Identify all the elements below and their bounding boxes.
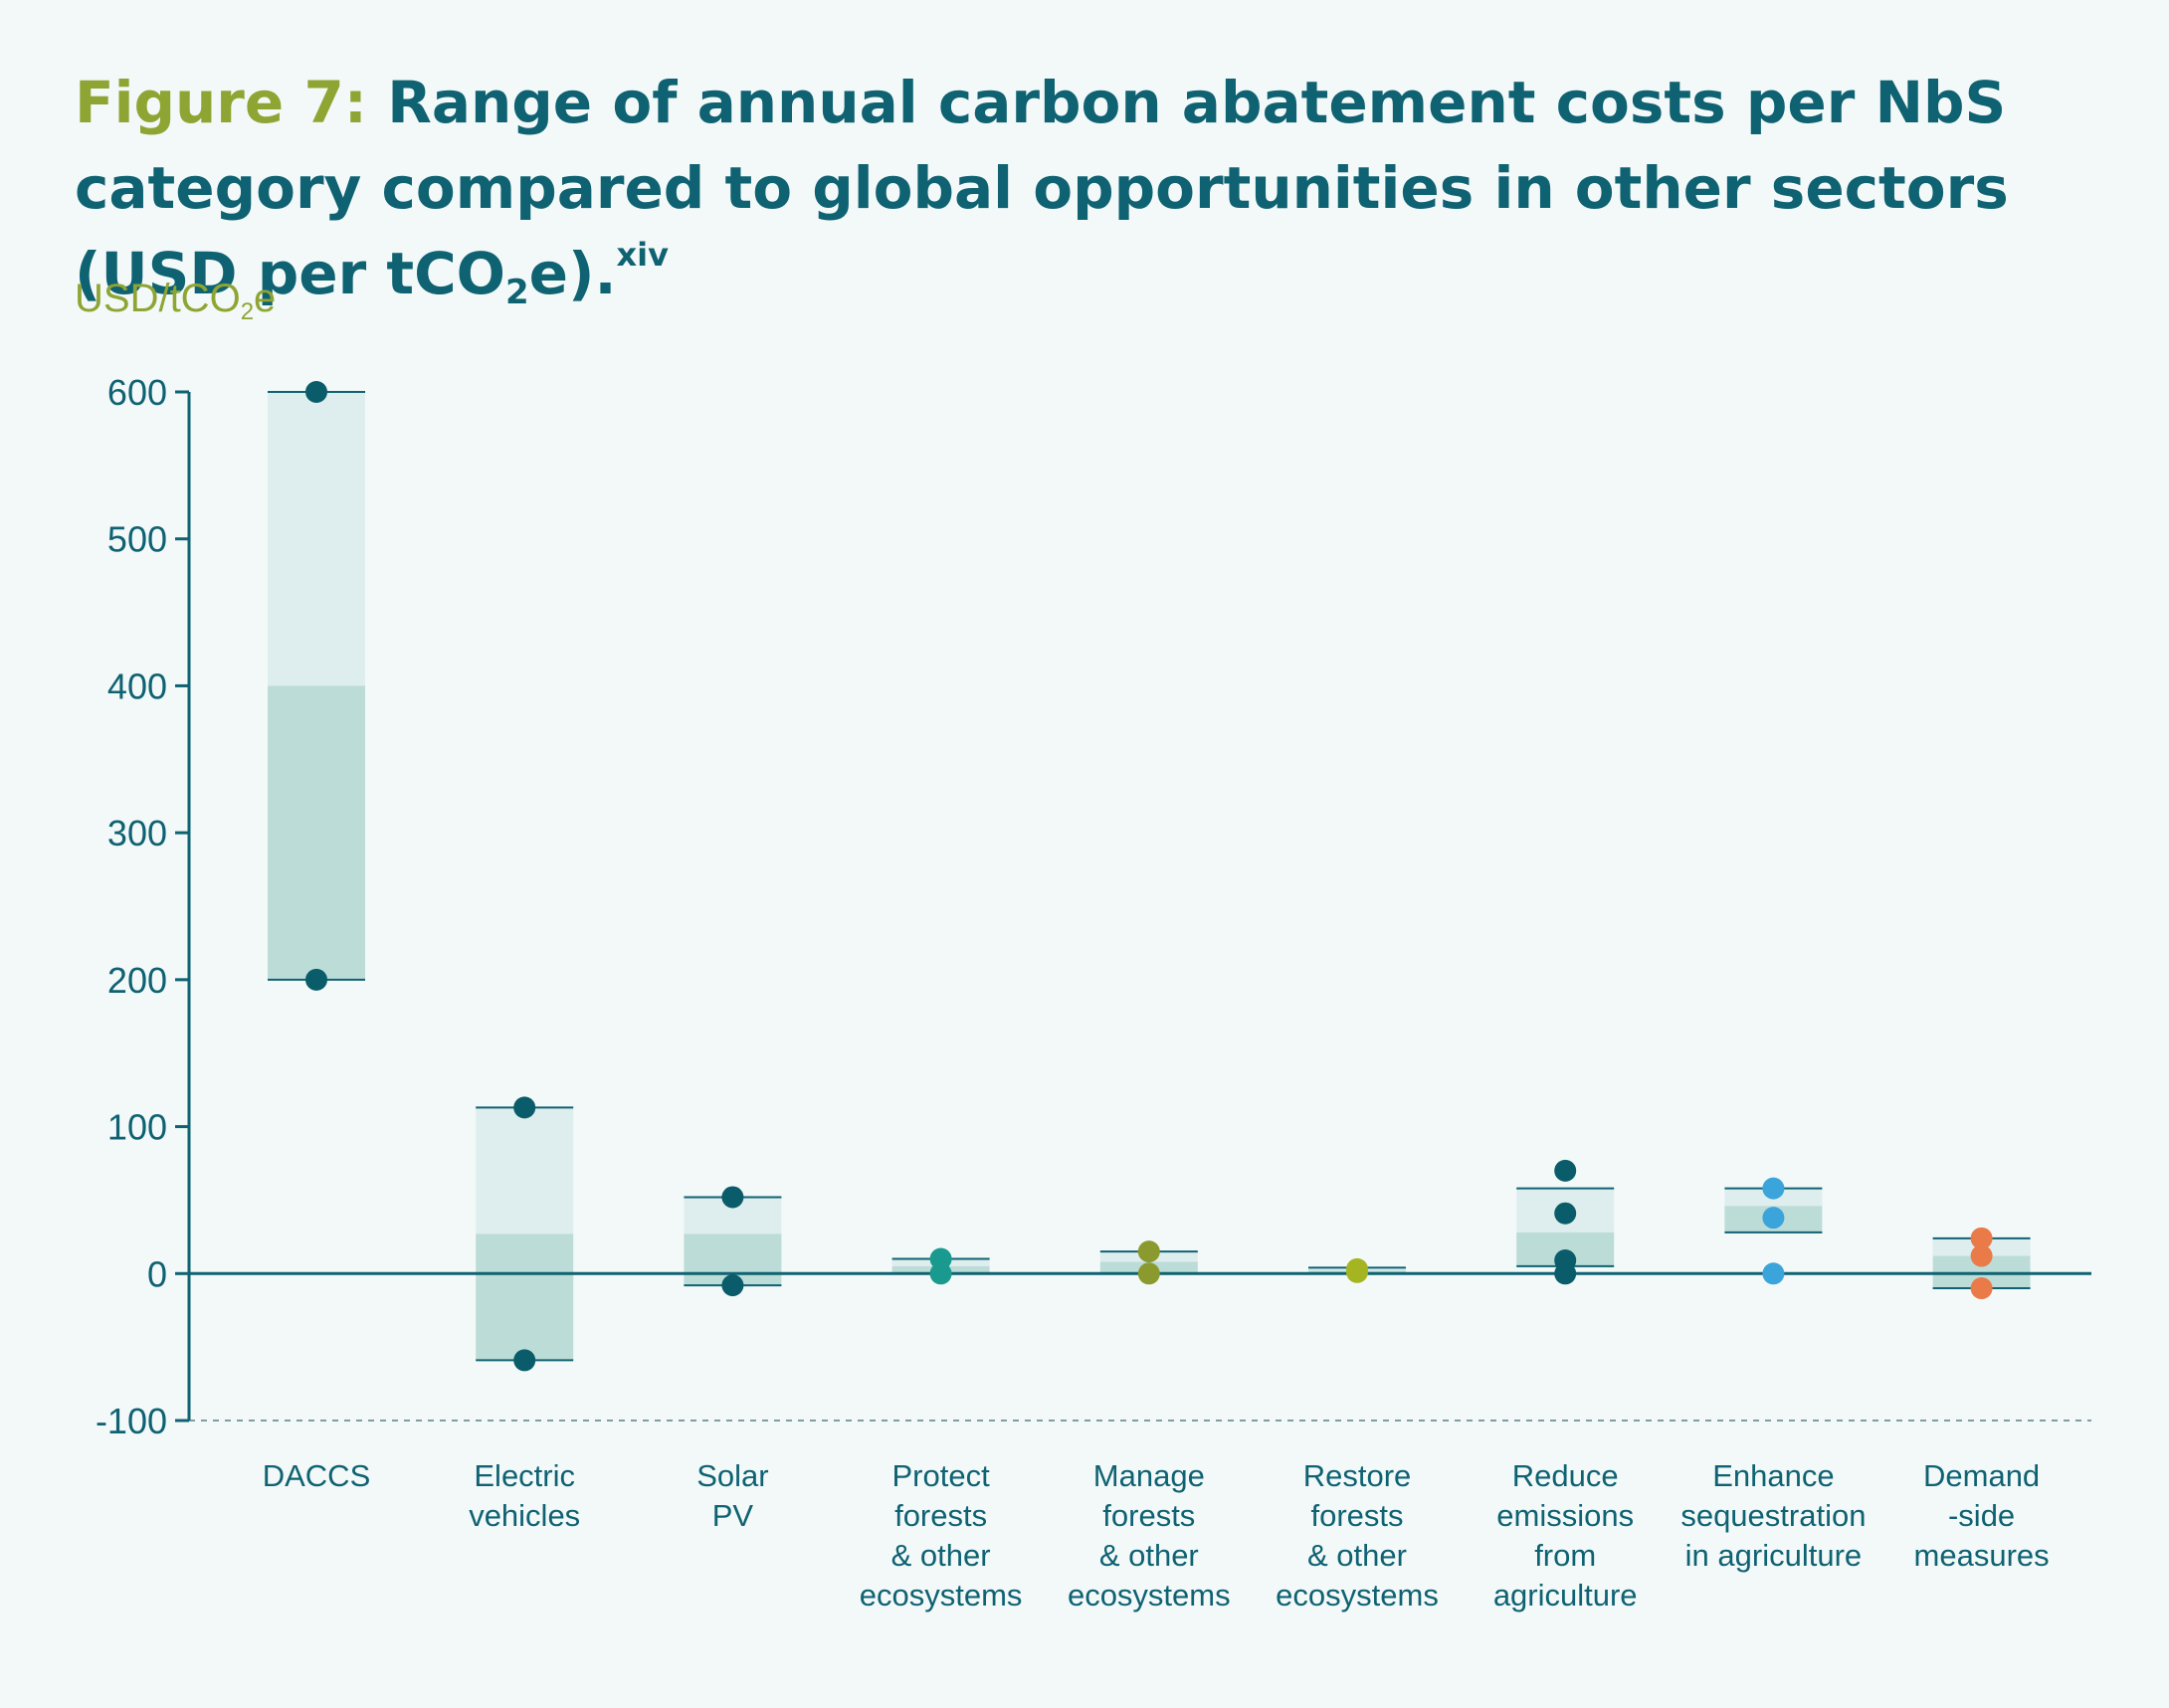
y-tick-label: 300 — [107, 813, 167, 854]
category-label: Solar — [696, 1458, 768, 1493]
data-point — [1554, 1262, 1577, 1285]
y-tick-label: -100 — [96, 1401, 167, 1441]
category-label: & other — [1099, 1538, 1199, 1573]
unit-main: USD/tCO — [75, 277, 241, 320]
data-point — [929, 1262, 952, 1285]
data-point — [1970, 1227, 1993, 1249]
category-label: Reduce — [1512, 1458, 1619, 1493]
category-label: Demand — [1923, 1458, 2040, 1493]
category-label: & other — [1307, 1538, 1407, 1573]
category-label: from — [1534, 1538, 1596, 1573]
title-subscript: 2 — [504, 273, 529, 312]
data-point — [305, 381, 327, 403]
category-label: PV — [712, 1498, 754, 1533]
chart-title: Figure 7: Range of annual carbon abateme… — [75, 60, 2124, 316]
range-band-lower — [268, 685, 365, 980]
data-point — [305, 968, 327, 991]
y-tick-label: 600 — [107, 372, 167, 413]
data-point — [1554, 1202, 1577, 1225]
data-point — [1970, 1244, 1993, 1267]
category-label: Manage — [1093, 1458, 1205, 1493]
data-point — [1346, 1260, 1368, 1283]
category-label: DACCS — [263, 1458, 371, 1493]
y-tick-label: 0 — [147, 1253, 167, 1294]
category-label: ecosystems — [860, 1578, 1023, 1613]
data-point — [1762, 1262, 1785, 1285]
title-tail: e). — [528, 240, 617, 307]
y-tick-label: 200 — [107, 960, 167, 1001]
category-label: forests — [1102, 1498, 1195, 1533]
category-label: Restore — [1303, 1458, 1412, 1493]
unit-subscript: 2 — [240, 298, 255, 325]
data-point — [513, 1349, 536, 1372]
category-label: in agriculture — [1685, 1538, 1862, 1573]
y-tick-label: 400 — [107, 665, 167, 706]
range-band-upper — [476, 1107, 574, 1234]
range-band-lower — [476, 1234, 574, 1361]
category-label: Enhance — [1712, 1458, 1834, 1493]
data-point — [1137, 1262, 1160, 1285]
category-label: Electric — [474, 1458, 575, 1493]
title-superscript: xiv — [616, 236, 669, 274]
category-label: agriculture — [1493, 1578, 1638, 1613]
data-point — [1554, 1159, 1577, 1182]
data-point — [1970, 1277, 1993, 1300]
category-label: forests — [1310, 1498, 1403, 1533]
y-axis-unit-label: USD/tCO2e — [75, 277, 277, 324]
category-label: Protect — [891, 1458, 990, 1493]
range-band-upper — [268, 392, 365, 686]
category-label: vehicles — [469, 1498, 580, 1533]
data-point — [721, 1186, 744, 1209]
category-label: -side — [1948, 1498, 2015, 1533]
y-tick-label: 500 — [107, 519, 167, 560]
category-label: ecosystems — [1276, 1578, 1439, 1613]
y-tick-label: 100 — [107, 1107, 167, 1148]
data-point — [1762, 1177, 1785, 1200]
title-text: Range of annual carbon abatement costs p… — [75, 69, 2009, 307]
figure-number: Figure 7: — [75, 69, 367, 136]
data-point — [1137, 1240, 1160, 1263]
category-label: emissions — [1496, 1498, 1634, 1533]
unit-tail: e — [254, 277, 277, 320]
category-label: measures — [1914, 1538, 2050, 1573]
category-label: & other — [891, 1538, 991, 1573]
data-point — [513, 1096, 536, 1119]
data-point — [721, 1274, 744, 1297]
data-point — [1762, 1207, 1785, 1230]
category-label: sequestration — [1680, 1498, 1866, 1533]
category-label: forests — [894, 1498, 987, 1533]
category-label: ecosystems — [1068, 1578, 1231, 1613]
